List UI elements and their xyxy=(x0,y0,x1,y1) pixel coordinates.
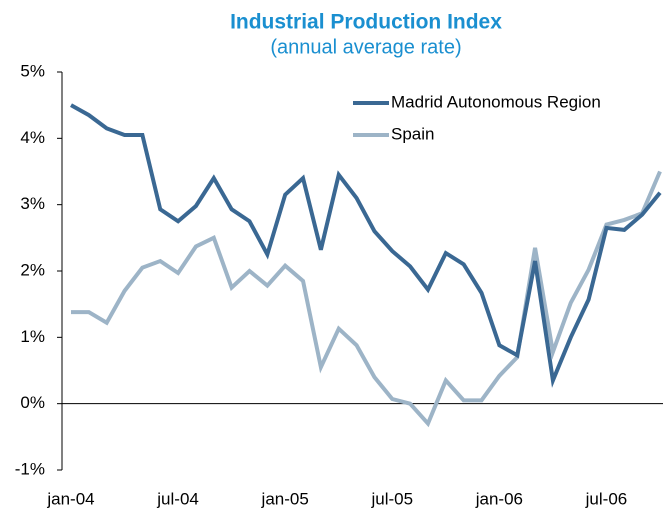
y-tick-label: 3% xyxy=(20,194,45,213)
x-tick-label: jul-04 xyxy=(156,489,199,508)
x-tick-label: jan-04 xyxy=(46,489,94,508)
y-tick-label: 1% xyxy=(20,327,45,346)
y-tick-label: 5% xyxy=(20,61,45,80)
x-tick-label: jan-05 xyxy=(261,489,309,508)
chart-subtitle: (annual average rate) xyxy=(270,36,461,58)
legend-label: Madrid Autonomous Region xyxy=(391,92,601,111)
y-tick-label: 2% xyxy=(20,260,45,279)
x-tick-label: jul-05 xyxy=(370,489,413,508)
x-tick-label: jan-06 xyxy=(475,489,523,508)
series-line xyxy=(70,103,662,388)
x-tick-label: jul-06 xyxy=(585,489,628,508)
y-tick-label: 4% xyxy=(20,128,45,147)
y-tick-label: -1% xyxy=(15,459,45,478)
chart-title: Industrial Production Index xyxy=(230,11,502,34)
y-tick-label: 0% xyxy=(20,393,45,412)
legend-label: Spain xyxy=(391,124,434,143)
series-line xyxy=(71,170,662,428)
